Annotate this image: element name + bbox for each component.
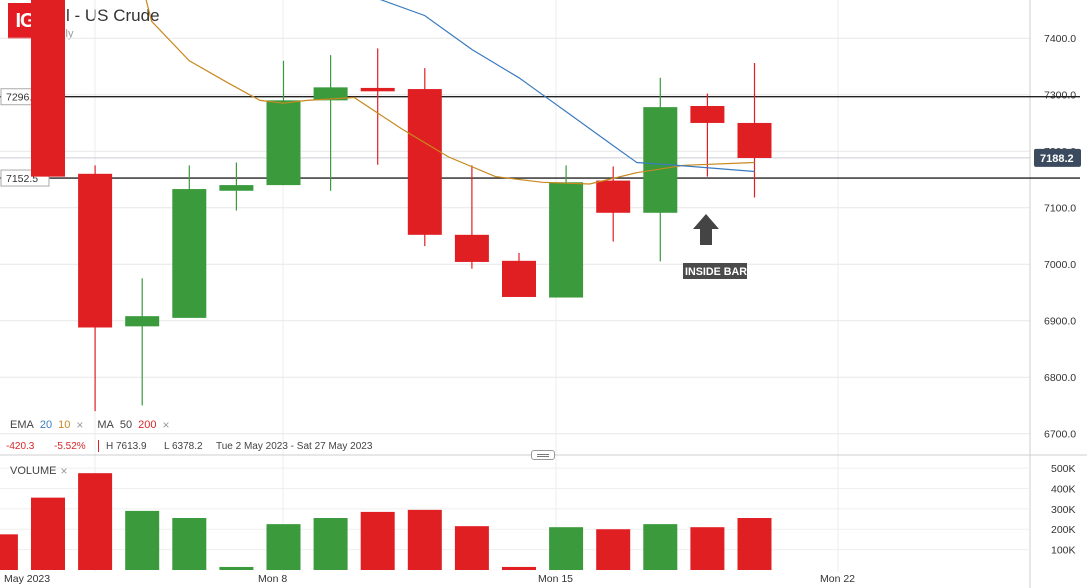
last-price-value: 7188.2 bbox=[1040, 153, 1074, 165]
volume-bar[interactable] bbox=[643, 524, 678, 570]
instrument-title: Oil - US Crude bbox=[49, 6, 160, 25]
x-tick-label: Mon 22 bbox=[820, 573, 855, 585]
change-value: -420.3 bbox=[6, 440, 35, 452]
y-tick-label: 7400.0 bbox=[1044, 33, 1076, 45]
ema-10-line bbox=[145, 0, 755, 185]
volume-bar[interactable] bbox=[31, 497, 65, 570]
volume-bar[interactable] bbox=[502, 566, 536, 570]
candle-body[interactable] bbox=[172, 189, 207, 318]
candle-body[interactable] bbox=[596, 180, 631, 213]
level-value: 7296.4 bbox=[6, 92, 38, 104]
candle-body[interactable] bbox=[360, 87, 395, 92]
volume-tick-label: 100K bbox=[1051, 545, 1076, 557]
change-percent: -5.52% bbox=[54, 440, 86, 452]
y-tick-label: 7100.0 bbox=[1044, 203, 1076, 215]
period-stats: -420.3 -5.52% H 7613.9 L 6378.2 Tue 2 Ma… bbox=[6, 440, 372, 452]
x-tick-label: May 2023 bbox=[4, 573, 50, 585]
period-range: Tue 2 May 2023 - Sat 27 May 2023 bbox=[216, 440, 373, 452]
volume-bar[interactable] bbox=[596, 529, 631, 570]
volume-legend: VOLUME × bbox=[10, 464, 67, 478]
volume-tick-label: 500K bbox=[1051, 463, 1076, 475]
remove-ma-icon[interactable]: × bbox=[162, 418, 170, 432]
remove-ema-icon[interactable]: × bbox=[76, 418, 84, 432]
annotation-text: INSIDE BAR bbox=[685, 266, 747, 278]
ma-label: MA bbox=[97, 419, 114, 431]
volume-bar[interactable] bbox=[690, 527, 725, 570]
volume-bar[interactable] bbox=[407, 509, 442, 570]
candle-body[interactable] bbox=[125, 316, 160, 327]
period-high: H 7613.9 bbox=[106, 440, 147, 452]
candle-body[interactable] bbox=[690, 106, 725, 123]
ma-period-50[interactable]: 50 bbox=[119, 419, 133, 431]
y-tick-label: 7300.0 bbox=[1044, 90, 1076, 102]
arrow-up-icon bbox=[693, 214, 719, 245]
volume-bar[interactable] bbox=[78, 473, 113, 570]
candle-body[interactable] bbox=[454, 234, 489, 262]
volume-label: VOLUME bbox=[10, 465, 57, 477]
ema-20-line bbox=[379, 0, 755, 173]
candle-body[interactable] bbox=[502, 260, 536, 297]
x-tick-label: Mon 15 bbox=[538, 573, 573, 585]
volume-tick-label: 200K bbox=[1051, 524, 1076, 536]
volume-tick-label: 300K bbox=[1051, 504, 1076, 516]
volume-tick-label: 400K bbox=[1051, 483, 1076, 495]
ma-period-200[interactable]: 200 bbox=[138, 419, 157, 431]
candle-body[interactable] bbox=[407, 89, 442, 235]
divider bbox=[98, 440, 99, 452]
indicator-legend: EMA 20 10 × MA 50 200 × bbox=[10, 418, 169, 432]
y-tick-label: 6700.0 bbox=[1044, 429, 1076, 441]
y-tick-label: 7000.0 bbox=[1044, 259, 1076, 271]
x-tick-label: Mon 8 bbox=[258, 573, 287, 585]
candle-body[interactable] bbox=[737, 122, 772, 158]
volume-bar[interactable] bbox=[454, 526, 489, 570]
volume-bar[interactable] bbox=[360, 511, 395, 570]
ema-period-20[interactable]: 20 bbox=[39, 419, 53, 431]
ema-period-10[interactable]: 10 bbox=[58, 419, 71, 431]
volume-bar[interactable] bbox=[266, 524, 301, 570]
volume-bar[interactable] bbox=[313, 518, 348, 570]
remove-volume-icon[interactable]: × bbox=[60, 464, 68, 478]
level-value: 7152.5 bbox=[6, 173, 38, 185]
volume-bar[interactable] bbox=[172, 518, 207, 570]
candle-body[interactable] bbox=[31, 0, 65, 177]
pane-resize-handle[interactable] bbox=[531, 450, 555, 460]
last-price-tag bbox=[1034, 148, 1081, 167]
candle-body[interactable] bbox=[78, 173, 113, 328]
candle-body[interactable] bbox=[643, 107, 678, 213]
volume-bar[interactable] bbox=[549, 527, 584, 570]
volume-bar[interactable] bbox=[219, 566, 254, 570]
volume-bar[interactable] bbox=[125, 510, 160, 570]
annotation-box bbox=[683, 263, 747, 279]
candle-body[interactable] bbox=[266, 100, 301, 186]
ema-label: EMA bbox=[10, 419, 34, 431]
volume-bar[interactable] bbox=[0, 534, 18, 570]
candle-body[interactable] bbox=[313, 87, 348, 101]
volume-bar[interactable] bbox=[737, 518, 772, 570]
period-low: L 6378.2 bbox=[164, 440, 203, 452]
y-tick-label: 6900.0 bbox=[1044, 316, 1076, 328]
candle-body[interactable] bbox=[549, 182, 584, 298]
y-tick-label: 6800.0 bbox=[1044, 372, 1076, 384]
candle-body[interactable] bbox=[219, 185, 254, 191]
